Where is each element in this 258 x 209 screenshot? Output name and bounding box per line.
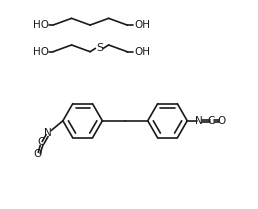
Text: N: N: [195, 116, 203, 126]
Text: S: S: [96, 43, 103, 53]
Text: OH: OH: [134, 20, 150, 30]
Text: O: O: [33, 149, 41, 159]
Text: OH: OH: [134, 47, 150, 57]
Text: C: C: [37, 138, 45, 148]
Text: C: C: [207, 116, 215, 126]
Text: HO: HO: [33, 47, 49, 57]
Text: N: N: [44, 128, 52, 138]
Text: O: O: [218, 116, 226, 126]
Text: HO: HO: [33, 20, 49, 30]
